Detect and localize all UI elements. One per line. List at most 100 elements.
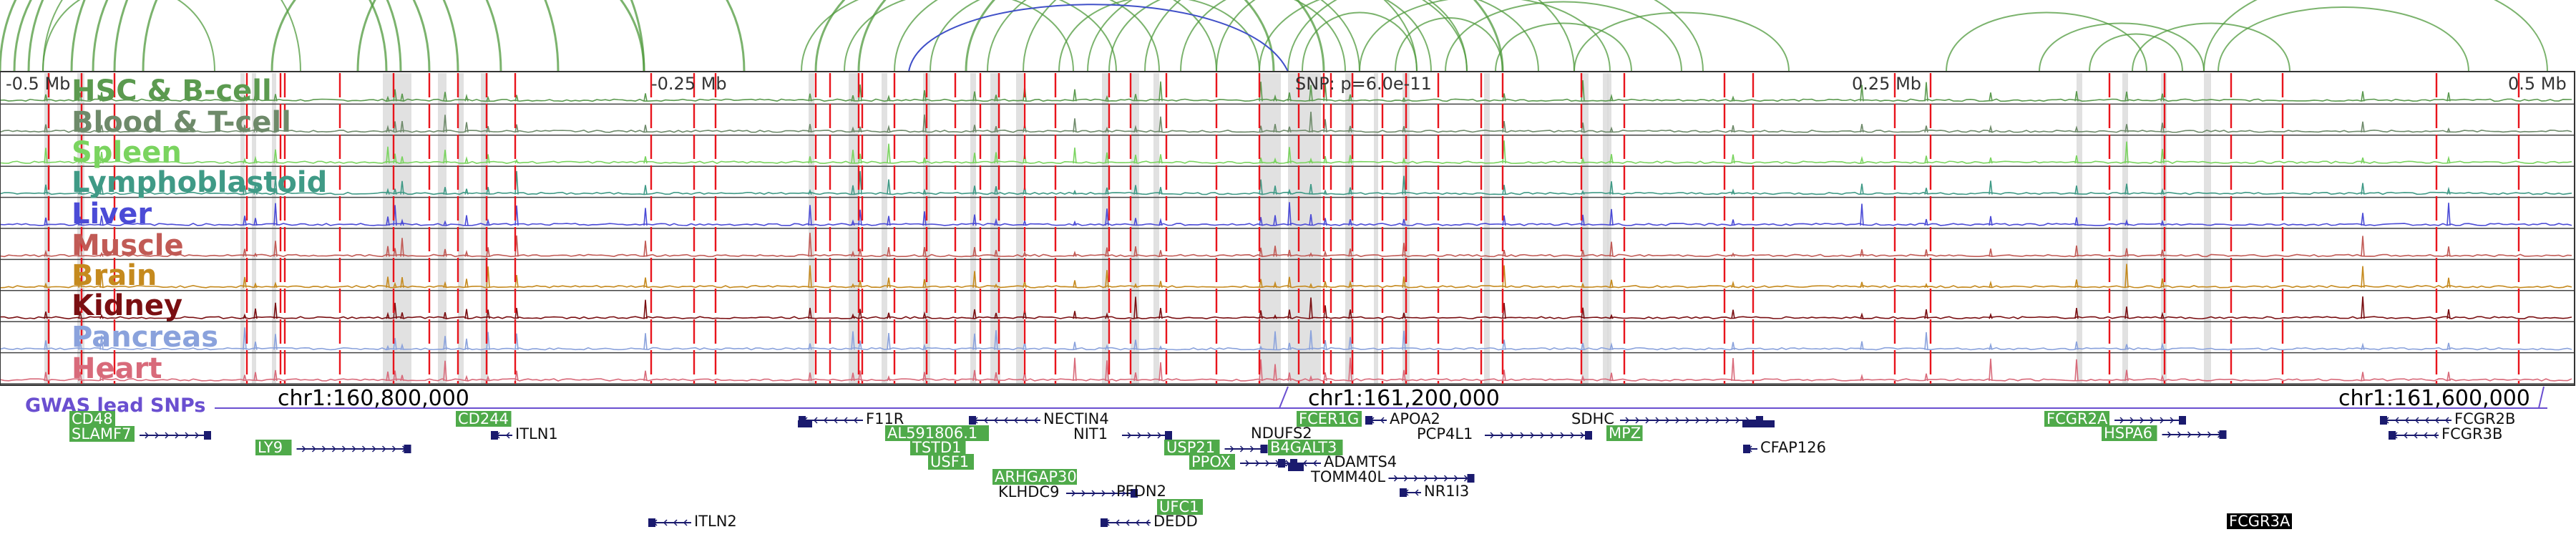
gene-highlight-box xyxy=(456,411,512,427)
gene-nr1i3[interactable]: NR1I3 xyxy=(1400,483,1469,500)
strand-chevron xyxy=(361,445,366,453)
gene-adamts4[interactable]: ADAMTS4 xyxy=(1278,453,1397,470)
gene-highlight-box xyxy=(2102,425,2157,441)
gene-ly9[interactable]: LY9 xyxy=(255,439,411,456)
loop-arc xyxy=(42,0,301,72)
gene-label: APOA2 xyxy=(1390,410,1440,427)
gene-pfdn2[interactable]: PFDN2 xyxy=(1116,483,1166,500)
gene-label: FCGR3B xyxy=(2441,425,2502,442)
loop-arc xyxy=(270,0,645,72)
gene-usf1[interactable]: USF1 xyxy=(928,453,974,470)
gene-nit1[interactable]: NIT1 xyxy=(1073,425,1172,442)
strand-chevron xyxy=(185,432,190,439)
gene-cd244[interactable]: CD244 xyxy=(456,410,512,427)
strand-chevron xyxy=(1111,490,1116,497)
loop-arc xyxy=(1946,11,2147,72)
strand-chevron xyxy=(331,445,336,453)
gene-itln1[interactable]: ITLN1 xyxy=(491,425,558,442)
gene-label: HSPA6 xyxy=(2104,425,2152,442)
gene-pcp4l1[interactable]: PCP4L1 xyxy=(1417,425,1592,442)
gene-highlight-box xyxy=(2227,513,2292,529)
gene-apoa2[interactable]: APOA2 xyxy=(1365,410,1440,427)
gene-label: NR1I3 xyxy=(1424,483,1469,500)
exon xyxy=(2380,416,2387,425)
gene-b4galt3[interactable]: B4GALT3 xyxy=(1268,439,1343,456)
gene-fcer1g[interactable]: FCER1G xyxy=(1297,410,1362,427)
gene-label: NDUFS2 xyxy=(1251,425,1312,442)
track-signal xyxy=(0,296,2572,320)
gene-block xyxy=(1288,464,1304,471)
strand-chevron xyxy=(2119,417,2124,424)
strand-chevron xyxy=(1137,432,1142,439)
strand-chevron xyxy=(853,417,858,424)
gene-nectin4[interactable]: NECTIN4 xyxy=(969,410,1109,427)
gene-highlight-box xyxy=(1268,440,1343,455)
strand-chevron xyxy=(1245,460,1250,467)
gene-hspa6[interactable]: HSPA6 xyxy=(2102,425,2227,442)
gene-ufc1[interactable]: UFC1 xyxy=(1157,498,1203,516)
exon xyxy=(1131,489,1138,498)
gene-cd48[interactable]: CD48 xyxy=(69,410,115,427)
strand-chevron xyxy=(1685,417,1690,424)
gene-label: ITLN2 xyxy=(694,513,737,530)
strand-chevron xyxy=(2413,432,2418,439)
gene-slamf7[interactable]: SLAMF7 xyxy=(69,425,211,442)
gene-fcgr2b[interactable]: FCGR2B xyxy=(2380,410,2515,427)
loop-arc xyxy=(2203,0,2548,72)
gene-fcgr2a[interactable]: FCGR2A xyxy=(2044,410,2186,427)
strand-chevron xyxy=(673,519,678,526)
loop-arc xyxy=(1287,0,1704,72)
strand-chevron xyxy=(1091,490,1096,497)
gene-fcgr3a[interactable]: FCGR3A xyxy=(2227,513,2292,530)
loop-arc xyxy=(1259,0,1539,72)
gene-arhgap30[interactable]: ARHGAP30 xyxy=(992,468,1077,485)
gene-usp21[interactable]: USP21 xyxy=(1164,439,1268,456)
gene-block xyxy=(1742,420,1775,427)
gene-highlight-box xyxy=(255,440,292,455)
loop-arc xyxy=(2039,22,2205,72)
coordinate-label: chr1:161,200,000 xyxy=(1308,386,1500,411)
gene-mpz[interactable]: MPZ xyxy=(1606,425,1643,442)
strand-chevron xyxy=(1550,432,1555,439)
strand-chevron xyxy=(2424,417,2429,424)
gwas-snp-marker xyxy=(2538,386,2545,409)
gene-cfap126[interactable]: CFAP126 xyxy=(1743,439,1826,456)
strand-chevron xyxy=(195,432,200,439)
gene-tstd1[interactable]: TSTD1 xyxy=(910,439,966,456)
strand-chevron xyxy=(505,432,510,439)
strand-chevron xyxy=(663,519,668,526)
exon xyxy=(1278,459,1285,468)
gene-fcgr3b[interactable]: FCGR3B xyxy=(2389,425,2502,442)
gene-tomm40l[interactable]: TOMM40L xyxy=(1310,468,1475,485)
loop-arc-blue xyxy=(908,4,1289,72)
loop-arc xyxy=(1058,0,1260,72)
strand-chevron xyxy=(2404,417,2409,424)
loop-arc xyxy=(113,0,645,72)
gene-sdhc[interactable]: SDHC xyxy=(1571,410,1763,427)
gene-klhdc9[interactable]: KLHDC9 xyxy=(998,483,1138,500)
strand-chevron xyxy=(1115,519,1120,526)
track-label: Heart xyxy=(72,352,162,385)
strand-chevron xyxy=(2403,432,2408,439)
gene-ppox[interactable]: PPOX xyxy=(1189,453,1297,470)
gene-dedd[interactable]: DEDD xyxy=(1101,513,1198,530)
gene-itln2[interactable]: ITLN2 xyxy=(648,513,737,530)
track-label: Pancreas xyxy=(72,321,218,354)
track-label: Brain xyxy=(72,259,157,292)
strand-chevron xyxy=(1312,460,1317,467)
loop-arc xyxy=(70,0,560,72)
gene-label: SLAMF7 xyxy=(72,425,131,442)
loop-arc xyxy=(356,0,746,72)
loop-arc xyxy=(1445,1,1682,72)
strand-chevron xyxy=(1145,519,1150,526)
strand-chevron xyxy=(1121,490,1126,497)
loop-arc xyxy=(844,0,1074,72)
gene-al591806.1[interactable]: AL591806.1 xyxy=(885,425,989,442)
strand-chevron xyxy=(391,445,396,453)
strand-chevron xyxy=(1003,417,1008,424)
strand-chevron xyxy=(2140,417,2145,424)
gene-ndufs2[interactable]: NDUFS2 xyxy=(1251,425,1312,442)
gene-label: SDHC xyxy=(1571,410,1614,427)
strand-chevron xyxy=(1540,432,1545,439)
loop-arc xyxy=(1395,17,1503,72)
